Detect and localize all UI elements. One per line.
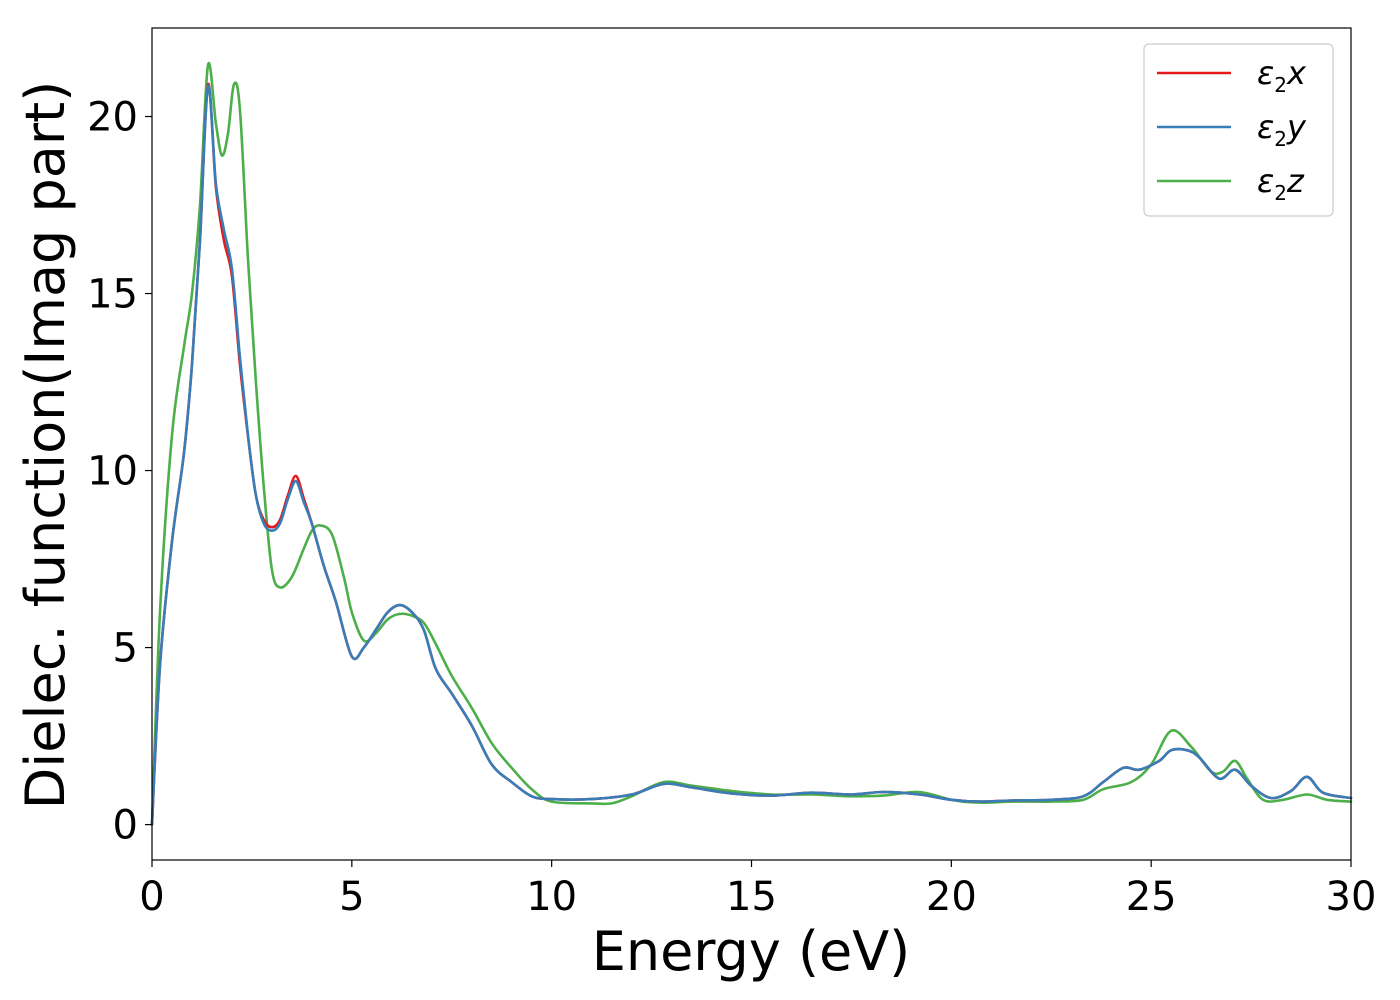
legend-label-y: ε2y	[1257, 108, 1307, 151]
series-line-y	[150, 84, 1353, 826]
x-axis-label: Energy (eV)	[592, 920, 911, 983]
legend-label-x: ε2x	[1257, 54, 1307, 97]
x-axis: 0 5 10 15 20 25 30	[139, 860, 1376, 920]
y-tick-label: 5	[113, 626, 138, 672]
x-tick-label: 25	[1126, 874, 1177, 920]
x-tick-label: 10	[526, 874, 577, 920]
series-line-z	[150, 61, 1353, 826]
y-axis-label: Dielec. function(Imag part)	[14, 81, 77, 810]
x-tick-label: 30	[1326, 874, 1377, 920]
x-tick-label: 0	[139, 874, 164, 920]
series-lines	[150, 61, 1353, 826]
legend-label-z: ε2z	[1257, 162, 1305, 205]
y-axis: 0 5 10 15 20	[87, 95, 152, 849]
x-tick-label: 5	[339, 874, 364, 920]
x-tick-label: 15	[726, 874, 777, 920]
legend: ε2x ε2y ε2z	[1143, 43, 1334, 217]
y-tick-label: 10	[87, 449, 138, 495]
y-tick-label: 0	[113, 803, 138, 849]
x-tick-label: 20	[926, 874, 977, 920]
y-tick-label: 20	[87, 95, 138, 141]
y-tick-label: 15	[87, 272, 138, 318]
legend-frame	[1143, 43, 1334, 217]
